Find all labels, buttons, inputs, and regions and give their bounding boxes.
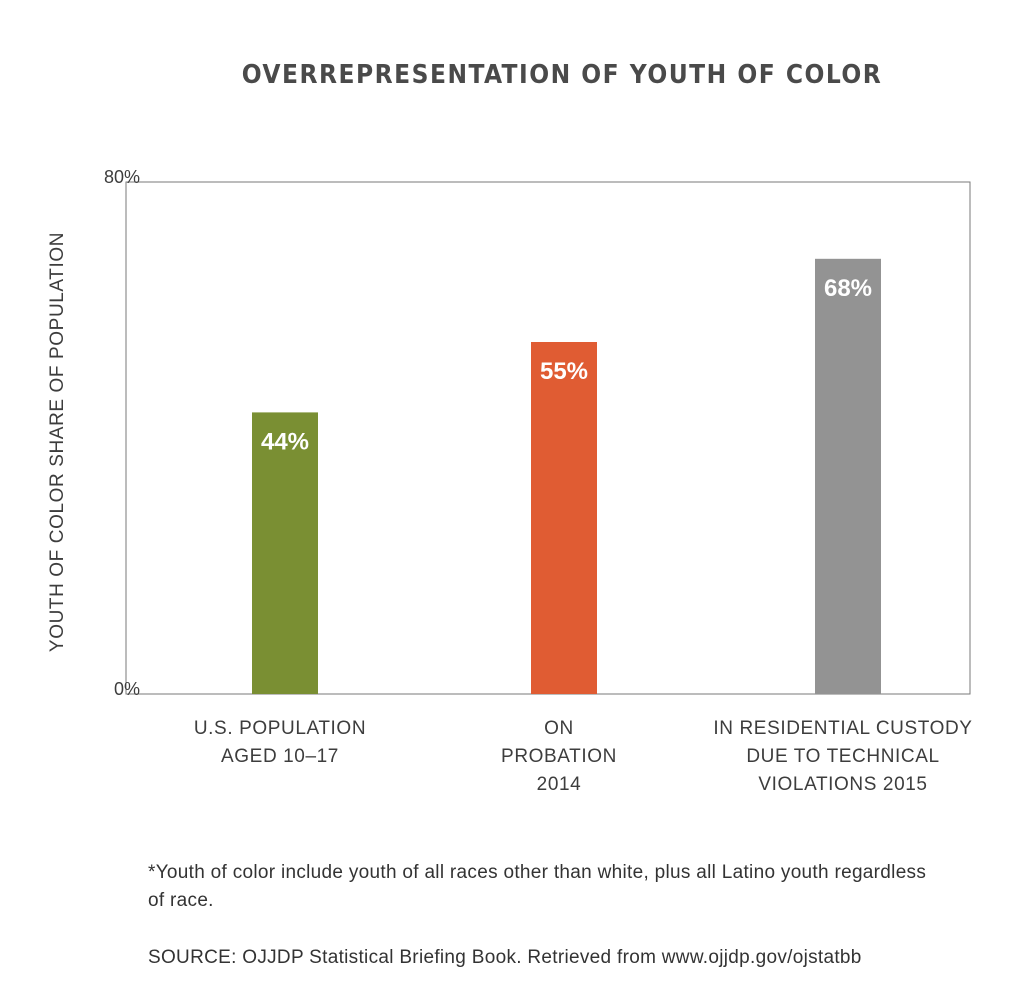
bar-value-label: 55% <box>540 358 588 385</box>
category-label: DUE TO TECHNICAL <box>746 746 939 767</box>
category-label: U.S. POPULATION <box>194 718 366 739</box>
bar-chart: YOUTH OF COLOR SHARE OF POPULATION 0% 80%… <box>47 167 972 795</box>
y-axis-label-group: YOUTH OF COLOR SHARE OF POPULATION <box>47 232 68 652</box>
category-label: VIOLATIONS 2015 <box>758 774 927 795</box>
category-label-group: U.S. POPULATION AGED 10–17 ON PROBATION 2014… <box>194 718 972 795</box>
category-label: ON <box>544 718 574 739</box>
y-axis-label: YOUTH OF COLOR SHARE OF POPULATION <box>47 232 68 652</box>
source-note: SOURCE: OJJDP Statistical Briefing Book.… <box>148 947 862 968</box>
bar-value-label: 68% <box>824 275 872 302</box>
category-label: AGED 10–17 <box>221 746 339 767</box>
bar-value-label: 44% <box>261 428 309 455</box>
bar <box>531 342 597 694</box>
footnote: *Youth of color include youth of all rac… <box>148 862 927 911</box>
chart-title: OVERREPRESENTATION OF YOUTH OF COLOR <box>241 60 883 90</box>
category-label: 2014 <box>537 774 582 795</box>
y-tick-label: 0% <box>114 679 140 699</box>
bar <box>815 258 881 694</box>
bar <box>252 412 318 694</box>
category-label: IN RESIDENTIAL CUSTODY <box>713 718 972 739</box>
y-tick-label: 80% <box>104 167 140 187</box>
category-label: PROBATION <box>501 746 617 767</box>
tick-label-group: 0% 80% <box>104 167 140 699</box>
bar-group: 44% 55% 68% <box>252 258 881 694</box>
